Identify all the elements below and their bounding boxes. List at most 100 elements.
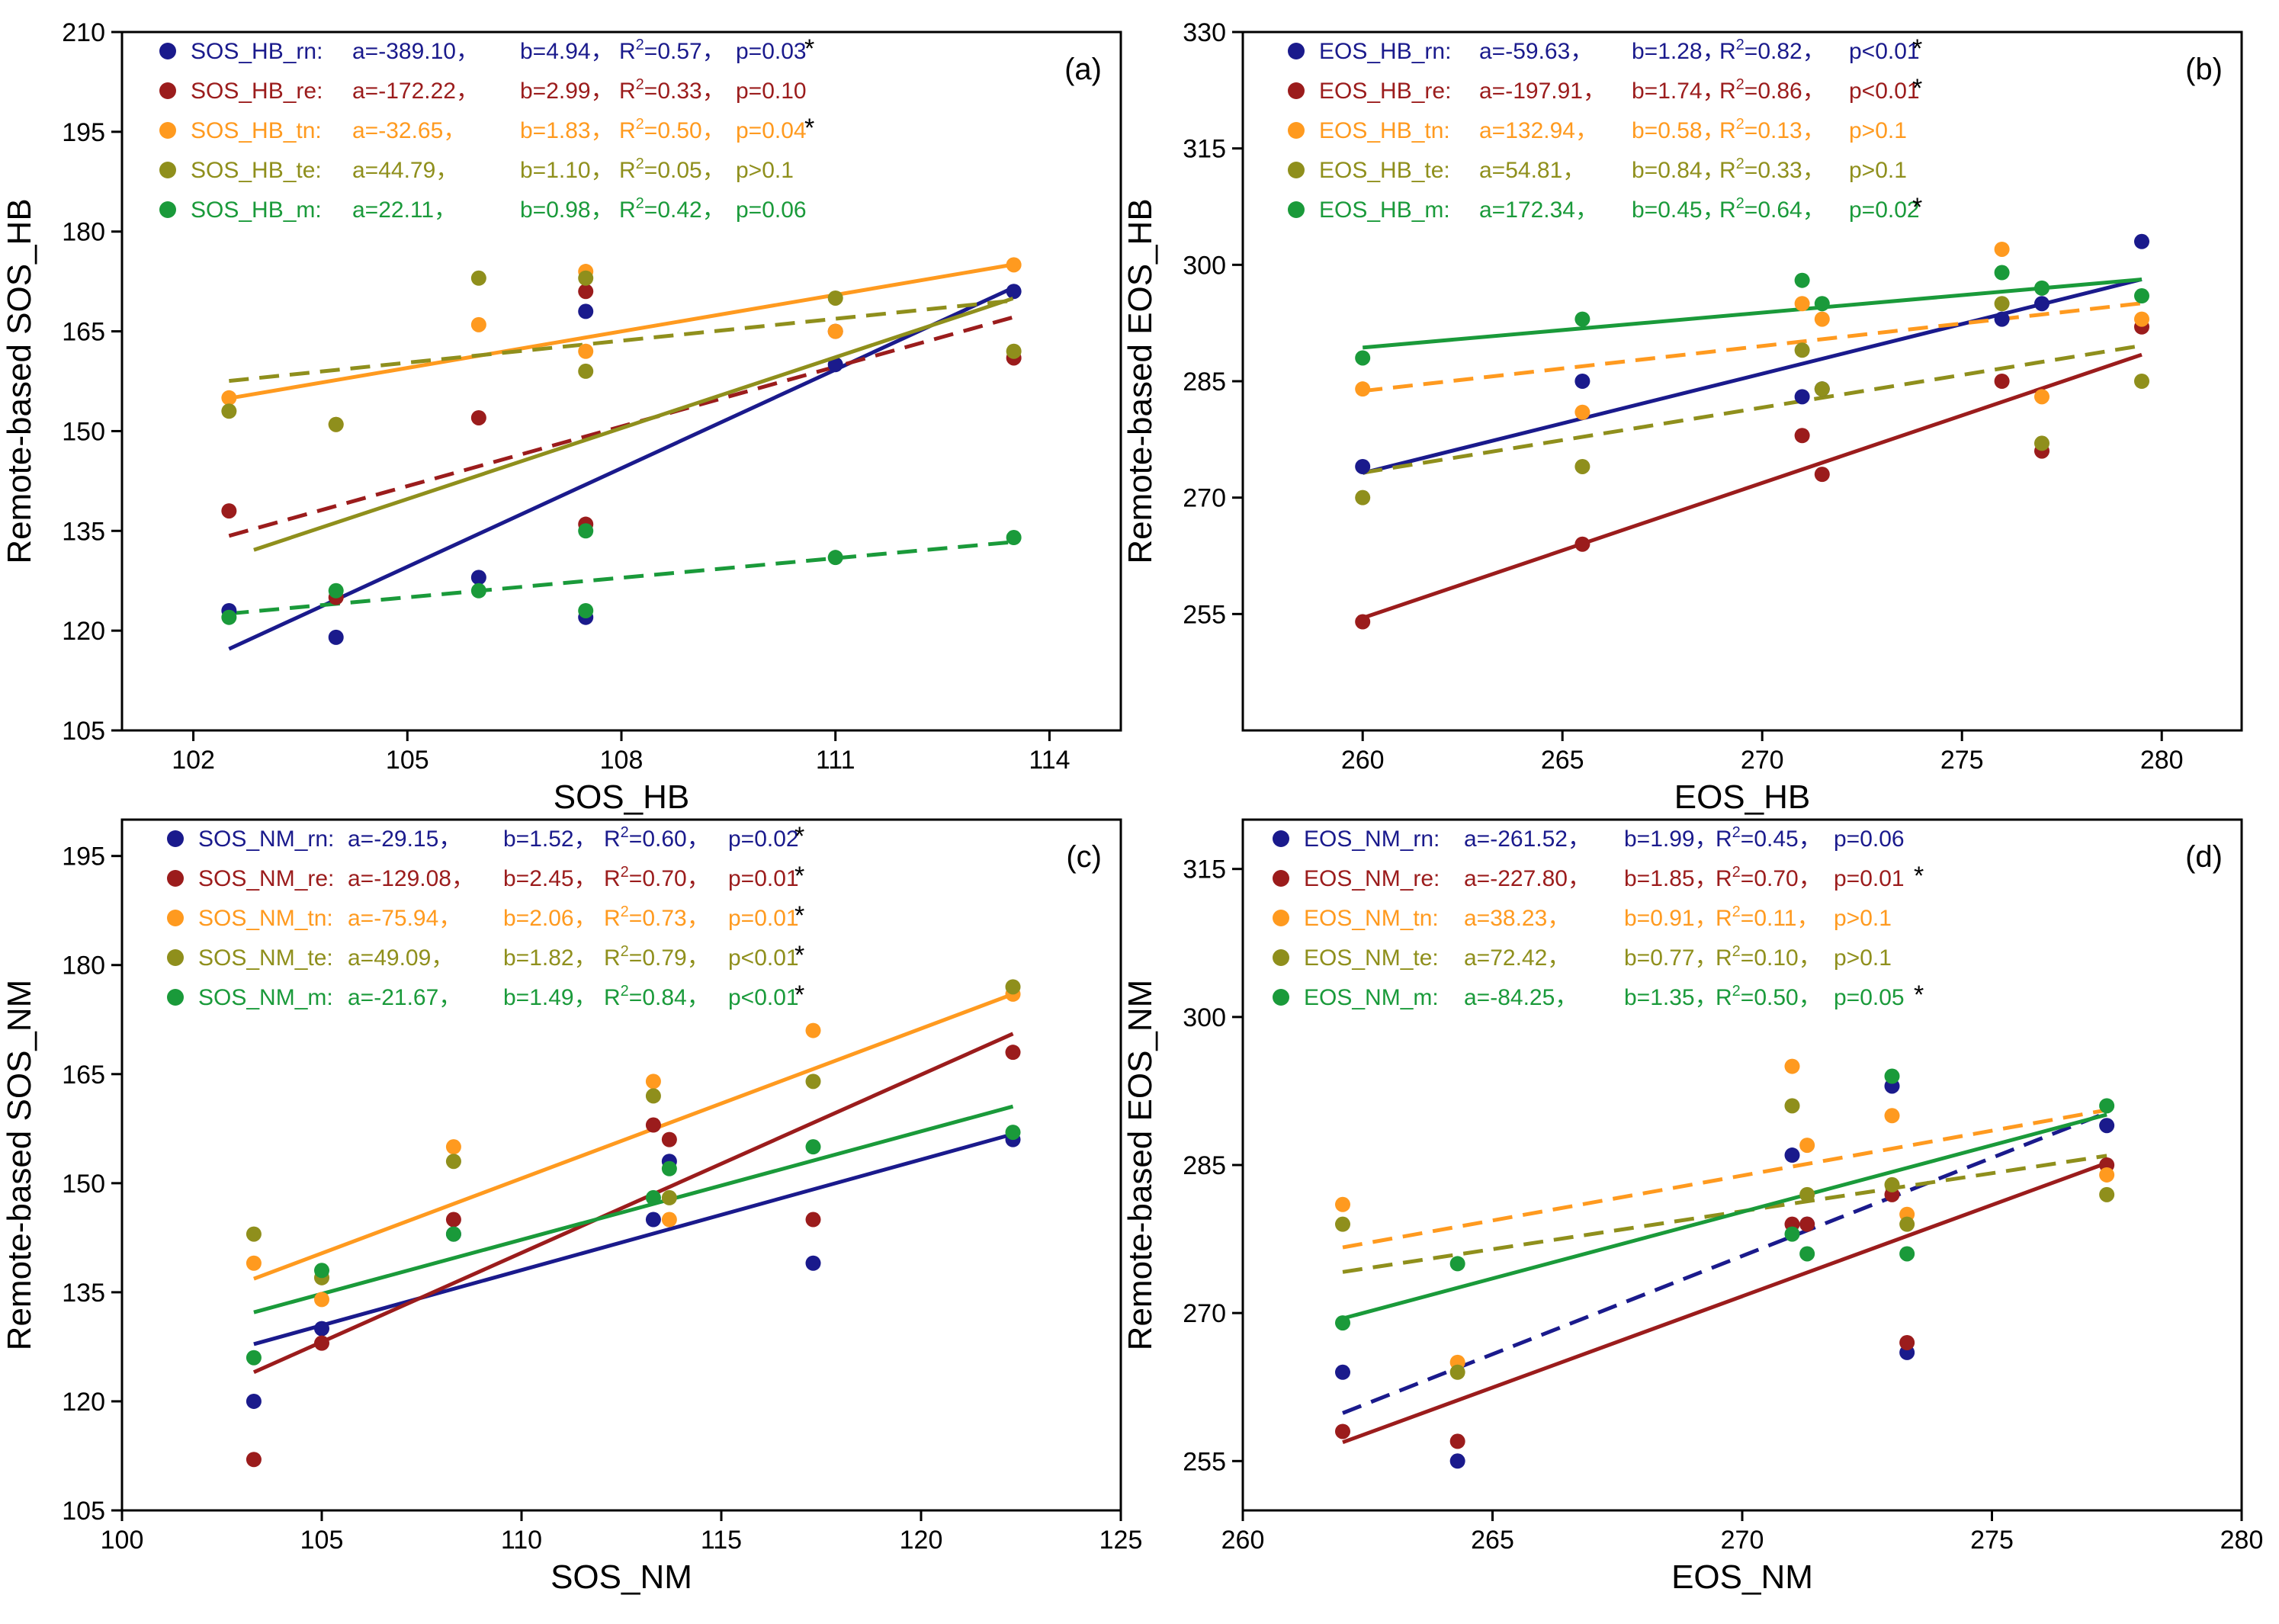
legend-r2-value: R2=0.64，: [1719, 195, 1825, 223]
legend-series-name: SOS_HB_re:: [191, 79, 323, 104]
legend-series-name: SOS_HB_m:: [191, 197, 322, 223]
x-tick-label: 105: [386, 746, 429, 775]
legend-p-value: p=0.04: [736, 118, 807, 143]
point-SOS_NM_re: [661, 1131, 677, 1147]
point-EOS_HB_m: [2134, 288, 2149, 304]
legend-marker: [159, 82, 176, 99]
legend-marker: [167, 870, 184, 887]
fit-line-EOS_HB_m: [1362, 278, 2143, 350]
legend-series-name: EOS_NM_tn:: [1304, 906, 1439, 931]
point-SOS_HB_re: [578, 284, 594, 300]
fit-line-SOS_HB_tn: [228, 262, 1015, 400]
x-tick-label: 270: [1741, 746, 1784, 775]
legend-series-name: SOS_NM_re:: [198, 866, 334, 891]
legend-marker: [159, 43, 176, 59]
legend-marker: [1273, 949, 1289, 966]
fit-line-EOS_NM_re: [1342, 1160, 2108, 1445]
point-EOS_HB_re: [1814, 467, 1830, 483]
y-tick-label: 255: [1183, 1447, 1226, 1476]
point-SOS_NM_tn: [246, 1255, 262, 1271]
x-tick-label: 108: [600, 746, 644, 775]
point-SOS_NM_m: [445, 1226, 461, 1242]
legend-r2-value: R2=0.70，: [604, 864, 710, 891]
legend-a-value: a=-172.22，: [352, 79, 479, 104]
legend-p-value: p=0.01: [728, 866, 799, 891]
y-tick-label: 150: [62, 1170, 105, 1199]
point-EOS_NM_tn: [1799, 1138, 1815, 1154]
point-SOS_HB_rn: [328, 629, 344, 645]
legend-r2-value: R2=0.50，: [619, 116, 725, 143]
fit-line-SOS_NM_tn: [253, 992, 1014, 1281]
y-tick-label: 330: [1183, 18, 1226, 47]
legend-a-value: a=22.11，: [352, 197, 457, 223]
point-SOS_HB_te: [1006, 343, 1022, 359]
legend-a-value: a=132.94，: [1479, 118, 1598, 143]
y-tick-label: 150: [62, 417, 105, 446]
point-EOS_NM_te: [1799, 1186, 1815, 1202]
point-SOS_NM_re: [645, 1117, 661, 1133]
legend-marker: [159, 162, 176, 178]
point-SOS_NM_te: [805, 1074, 821, 1090]
legend-marker: [167, 910, 184, 926]
point-EOS_HB_m: [1794, 272, 1810, 288]
point-SOS_NM_re: [1005, 1045, 1021, 1061]
point-SOS_HB_rn: [1006, 284, 1022, 300]
legend-series-name: SOS_NM_m:: [198, 985, 333, 1010]
point-EOS_NM_rn: [1449, 1453, 1465, 1469]
legend-a-value: a=-32.65，: [352, 118, 466, 143]
x-tick-label: 260: [1221, 1526, 1265, 1555]
point-SOS_NM_re: [246, 1452, 262, 1468]
legend-a-value: a=-59.63，: [1479, 39, 1593, 64]
x-tick-label: 280: [2220, 1526, 2264, 1555]
point-EOS_NM_tn: [1335, 1196, 1350, 1212]
legend-significance-mark: *: [1912, 74, 1922, 103]
point-EOS_HB_te: [1794, 342, 1810, 358]
fit-line-EOS_HB_te: [1362, 343, 2143, 475]
legend-b-value: b=0.91，: [1624, 906, 1718, 931]
point-EOS_NM_rn: [1335, 1364, 1350, 1380]
point-SOS_HB_rn: [470, 570, 486, 586]
fit-line-SOS_NM_rn: [253, 1132, 1014, 1346]
legend-marker: [1273, 910, 1289, 926]
point-SOS_NM_te: [246, 1226, 262, 1242]
y-tick-label: 270: [1183, 484, 1226, 513]
point-SOS_NM_m: [314, 1263, 329, 1279]
point-SOS_NM_tn: [445, 1139, 461, 1155]
legend-r2-value: R2=0.10，: [1716, 943, 1822, 971]
legend: SOS_NM_rn: a=-29.15， b=1.52， R2=0.60， p=0.02…: [167, 822, 804, 1010]
point-EOS_NM_te: [1335, 1216, 1350, 1232]
legend-a-value: a=-84.25，: [1464, 985, 1578, 1010]
legend-series-name: EOS_HB_rn:: [1319, 39, 1451, 64]
point-SOS_HB_m: [578, 523, 594, 539]
point-EOS_HB_rn: [2134, 233, 2149, 249]
y-tick-label: 165: [62, 318, 105, 347]
point-EOS_HB_re: [1574, 536, 1590, 552]
point-SOS_NM_te: [661, 1189, 677, 1205]
legend-b-value: b=4.94，: [520, 39, 614, 64]
legend-r2-value: R2=0.05，: [619, 156, 725, 183]
x-tick-label: 120: [900, 1526, 943, 1555]
legend-a-value: a=-129.08，: [348, 866, 474, 891]
y-tick-label: 105: [62, 1497, 105, 1526]
panel-4: 260 265 270 275 280 255 270 285 300 315 EOS_NM Remo…: [1122, 818, 2264, 1596]
legend-b-value: b=1.85，: [1624, 866, 1718, 891]
point-EOS_NM_re: [1799, 1216, 1815, 1232]
point-SOS_NM_tn: [805, 1022, 821, 1038]
panel-label: (a): [1064, 53, 1102, 86]
legend-r2-value: R2=0.57，: [619, 37, 725, 64]
point-SOS_HB_m: [328, 583, 344, 599]
point-SOS_NM_m: [661, 1160, 677, 1176]
point-SOS_HB_rn: [578, 303, 594, 319]
legend-a-value: a=172.34，: [1479, 197, 1598, 223]
panel-label: (d): [2185, 840, 2223, 874]
point-EOS_NM_tn: [2099, 1167, 2115, 1183]
fit-line-EOS_NM_rn: [1342, 1110, 2108, 1415]
point-SOS_NM_rn: [314, 1321, 329, 1337]
legend-significance-mark: *: [794, 901, 804, 930]
legend-series-name: SOS_HB_te:: [191, 158, 322, 183]
point-SOS_NM_tn: [314, 1292, 329, 1308]
x-tick-label: 275: [1970, 1526, 2014, 1555]
legend-b-value: b=1.52，: [503, 826, 597, 852]
legend-b-value: b=0.98，: [520, 197, 614, 223]
